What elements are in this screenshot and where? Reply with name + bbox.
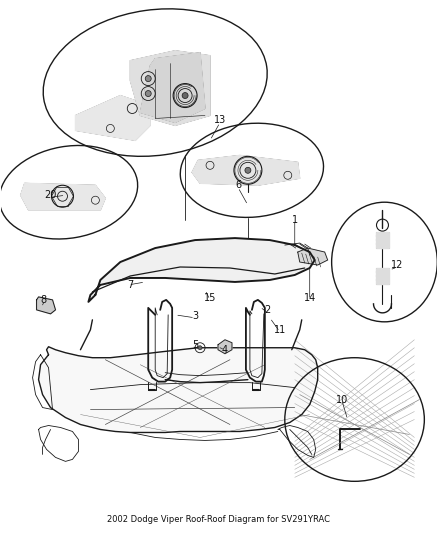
Circle shape bbox=[182, 93, 188, 99]
Text: 7: 7 bbox=[127, 280, 134, 290]
Circle shape bbox=[145, 76, 151, 82]
Polygon shape bbox=[39, 347, 318, 432]
Text: 15: 15 bbox=[204, 293, 216, 303]
Text: 12: 12 bbox=[391, 260, 404, 270]
Text: 1: 1 bbox=[292, 215, 298, 225]
Text: 14: 14 bbox=[304, 293, 316, 303]
Text: 11: 11 bbox=[274, 325, 286, 335]
Circle shape bbox=[198, 346, 202, 350]
Text: 6: 6 bbox=[235, 180, 241, 190]
Text: 2: 2 bbox=[265, 305, 271, 315]
Polygon shape bbox=[130, 51, 210, 125]
Text: 8: 8 bbox=[40, 295, 46, 305]
Polygon shape bbox=[37, 297, 56, 314]
Circle shape bbox=[145, 91, 151, 96]
Text: 20: 20 bbox=[44, 190, 57, 200]
Text: 13: 13 bbox=[214, 116, 226, 125]
Polygon shape bbox=[375, 268, 389, 284]
Polygon shape bbox=[218, 340, 232, 354]
Polygon shape bbox=[192, 155, 300, 185]
Circle shape bbox=[245, 167, 251, 173]
Polygon shape bbox=[298, 248, 328, 265]
Text: 5: 5 bbox=[192, 340, 198, 350]
Text: 2002 Dodge Viper Roof-Roof Diagram for SV291YRAC: 2002 Dodge Viper Roof-Roof Diagram for S… bbox=[107, 515, 331, 524]
Text: 3: 3 bbox=[192, 311, 198, 321]
Polygon shape bbox=[21, 183, 106, 210]
Polygon shape bbox=[140, 53, 205, 123]
Text: 10: 10 bbox=[336, 394, 348, 405]
Polygon shape bbox=[88, 238, 314, 302]
Polygon shape bbox=[375, 232, 389, 248]
Text: 4: 4 bbox=[222, 345, 228, 355]
Polygon shape bbox=[75, 95, 150, 140]
